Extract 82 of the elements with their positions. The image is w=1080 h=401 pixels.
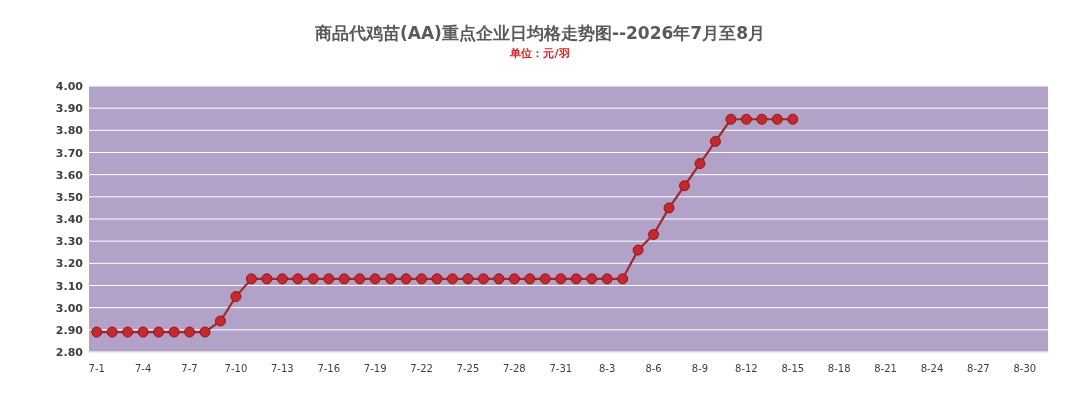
x-tick-label: 8-24 bbox=[920, 363, 944, 374]
x-tick-label: 8-27 bbox=[967, 363, 990, 374]
point bbox=[771, 113, 783, 125]
point bbox=[245, 273, 257, 285]
x-tick-label: 7-7 bbox=[181, 363, 198, 374]
point bbox=[632, 244, 644, 256]
point bbox=[400, 273, 412, 285]
x-tick-label: 7-10 bbox=[224, 363, 248, 374]
chart-subtitle: 单位：元/羽 bbox=[509, 47, 570, 60]
x-tick-label: 7-16 bbox=[317, 363, 341, 374]
point bbox=[292, 273, 304, 285]
x-tick-label: 7-25 bbox=[456, 363, 480, 374]
point bbox=[679, 180, 691, 192]
point bbox=[663, 202, 675, 214]
point bbox=[524, 273, 536, 285]
x-tick-label: 8-6 bbox=[645, 363, 662, 374]
x-tick-label: 7-19 bbox=[363, 363, 387, 374]
point bbox=[261, 273, 273, 285]
y-tick-label: 3.20 bbox=[55, 257, 84, 271]
point bbox=[91, 326, 103, 338]
x-tick-label: 7-1 bbox=[88, 363, 105, 374]
point bbox=[694, 158, 706, 170]
point bbox=[539, 273, 551, 285]
x-tick-label: 7-28 bbox=[503, 363, 526, 374]
point bbox=[230, 291, 242, 303]
y-tick-label: 2.90 bbox=[55, 323, 84, 337]
point bbox=[570, 273, 582, 285]
y-tick-label: 3.30 bbox=[55, 235, 84, 249]
point bbox=[725, 113, 737, 125]
point bbox=[477, 273, 489, 285]
x-tick-label: 8-3 bbox=[599, 363, 616, 374]
x-tick-label: 7-4 bbox=[134, 363, 152, 374]
point bbox=[168, 326, 180, 338]
point bbox=[122, 326, 134, 338]
point bbox=[338, 273, 350, 285]
point bbox=[787, 113, 799, 125]
point bbox=[601, 273, 613, 285]
point bbox=[153, 326, 165, 338]
point bbox=[586, 273, 598, 285]
x-tick-label: 7-31 bbox=[549, 363, 573, 374]
point bbox=[184, 326, 196, 338]
point bbox=[617, 273, 629, 285]
y-tick-label: 3.80 bbox=[55, 124, 84, 138]
point bbox=[493, 273, 505, 285]
point bbox=[106, 326, 118, 338]
point bbox=[307, 273, 319, 285]
x-tick-label: 8-30 bbox=[1013, 363, 1037, 374]
point bbox=[137, 326, 149, 338]
point bbox=[369, 273, 381, 285]
x-tick-label: 8-18 bbox=[827, 363, 851, 374]
point bbox=[446, 273, 458, 285]
y-tick-label: 4.00 bbox=[55, 80, 84, 93]
x-tick-label: 8-21 bbox=[874, 363, 897, 374]
point bbox=[555, 273, 567, 285]
point bbox=[740, 113, 752, 125]
point bbox=[276, 273, 288, 285]
point bbox=[416, 273, 428, 285]
point bbox=[508, 273, 520, 285]
point bbox=[431, 273, 443, 285]
x-tick-label: 8-9 bbox=[691, 363, 709, 374]
y-tick-label: 2.80 bbox=[55, 346, 84, 359]
point bbox=[709, 135, 721, 147]
point bbox=[385, 273, 397, 285]
point bbox=[648, 229, 660, 241]
point bbox=[462, 273, 474, 285]
x-tick-label: 7-13 bbox=[271, 363, 294, 374]
point bbox=[199, 326, 211, 338]
y-tick-label: 3.00 bbox=[55, 301, 84, 315]
point bbox=[756, 113, 768, 125]
chart-title: 商品代鸡苗(AA)重点企业日均格走势图--2026年7月至8月 bbox=[314, 23, 765, 43]
y-tick-label: 3.70 bbox=[55, 146, 84, 160]
y-tick-label: 3.10 bbox=[55, 279, 84, 293]
y-tick-label: 3.60 bbox=[55, 168, 84, 182]
y-tick-label: 3.40 bbox=[55, 213, 84, 226]
y-tick-label: 3.50 bbox=[55, 190, 84, 204]
point bbox=[214, 315, 226, 327]
x-tick-label: 7-22 bbox=[410, 363, 433, 374]
point bbox=[354, 273, 366, 285]
x-tick-label: 8-12 bbox=[735, 363, 758, 374]
point bbox=[323, 273, 335, 285]
y-tick-label: 3.90 bbox=[55, 102, 84, 116]
x-tick-label: 8-15 bbox=[781, 363, 805, 374]
